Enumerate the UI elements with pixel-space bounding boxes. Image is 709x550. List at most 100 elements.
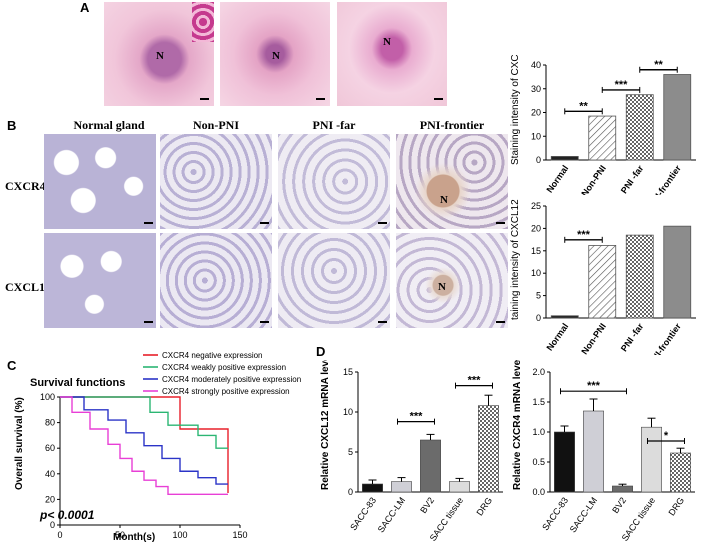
- survival-curve: [60, 396, 228, 495]
- ihc-cxcr4-normal: [44, 134, 156, 229]
- bar-chart-cxcl12-mrna: Relative CXCL12 mRNA level 0 5 10 15 SACC-83…: [320, 360, 503, 543]
- y-axis-label: Staining intensity of CXCR4: [510, 55, 521, 165]
- he-micrograph-1: N: [104, 2, 214, 106]
- y-tick-label: 5: [348, 447, 353, 457]
- y-tick-label: 20: [531, 108, 541, 118]
- panel-label-d: D: [316, 344, 326, 359]
- x-tick-label: SACC-83: [348, 495, 378, 532]
- legend-label: CXCR4 negative expression: [162, 351, 263, 360]
- column-header-pni-far: PNI -far: [312, 118, 356, 132]
- he-micrograph-2: N: [220, 2, 330, 106]
- x-axis-label: Month(s): [113, 532, 155, 543]
- panel-label-c: C: [7, 358, 17, 373]
- nerve-label: N: [272, 50, 280, 62]
- legend-label: CXCR4 strongly positive expression: [162, 387, 290, 396]
- bar: [420, 439, 441, 493]
- x-tick-label: DRG: [666, 495, 686, 517]
- y-tick-label: 0.5: [532, 457, 545, 467]
- x-tick-label: 100: [172, 530, 187, 540]
- y-tick-label: 5: [536, 291, 541, 301]
- x-tick-label: Non-PNI: [579, 163, 608, 195]
- y-tick-label: 1.5: [532, 397, 545, 407]
- y-tick-label: 15: [343, 367, 353, 377]
- x-tick-label: DRG: [474, 495, 494, 517]
- x-tick-label: PNI-frontier: [646, 321, 683, 355]
- x-tick-label: Normal: [544, 163, 570, 194]
- x-tick-label: Normal: [544, 321, 570, 352]
- y-tick-label: 0.0: [532, 487, 545, 497]
- y-tick-label: 100: [40, 392, 55, 402]
- panel-label-b: B: [7, 118, 17, 133]
- y-tick-label: 80: [45, 418, 55, 428]
- x-tick-label: PNI -far: [619, 321, 646, 353]
- bar: [625, 234, 654, 319]
- row-label-cxcl12: CXCL12: [5, 280, 52, 294]
- y-axis-label: taining intensity of CXCL12: [510, 199, 521, 320]
- y-axis-label: Relative CXCR4 mRNA level: [512, 360, 523, 490]
- ihc-cxcr4-non-pni: [160, 134, 272, 229]
- y-tick-label: 0: [536, 313, 541, 323]
- bar: [588, 245, 617, 319]
- ihc-cxcl12-pni-frontier: N: [396, 233, 508, 328]
- bar: [583, 410, 604, 493]
- bar: [449, 481, 470, 493]
- bar: [550, 156, 579, 161]
- y-tick-label: 10: [343, 407, 353, 417]
- x-tick-label: BV2: [610, 495, 628, 515]
- y-tick-label: 10: [531, 131, 541, 141]
- significance-label: **: [579, 100, 588, 112]
- bar-chart-cxcr4: Staining intensity of CXCR4 0 10 20 30 40 Nor…: [510, 55, 696, 195]
- y-tick-label: 0: [50, 520, 55, 530]
- significance-label: **: [654, 59, 663, 71]
- x-tick-label: Non-PNI: [579, 321, 608, 355]
- bar: [588, 115, 617, 161]
- column-header-normal: Normal gland: [73, 118, 145, 132]
- y-tick-label: 40: [531, 60, 541, 70]
- survival-curve: [60, 396, 228, 449]
- he-micrograph-3: N: [337, 2, 447, 106]
- bar: [612, 485, 633, 493]
- ihc-cxcr4-pni-far: [278, 134, 390, 229]
- y-axis-label: Overall survival (%): [14, 397, 25, 490]
- x-tick-label: SACC-83: [540, 495, 570, 532]
- x-tick-label: PNI-frontier: [646, 163, 683, 195]
- significance-label: ***: [410, 411, 424, 423]
- y-tick-label: 20: [531, 223, 541, 233]
- bar-chart-cxcl12: taining intensity of CXCL12 0 5 10 15 20 25 No…: [510, 199, 696, 355]
- bar: [625, 94, 654, 161]
- x-tick-label: PNI -far: [619, 163, 646, 195]
- y-tick-label: 15: [531, 246, 541, 256]
- bar: [550, 315, 579, 319]
- ihc-cxcl12-normal: [44, 233, 156, 328]
- survival-chart: Overall survival (%) Month(s) Survival f…: [14, 351, 301, 543]
- y-tick-label: 2.0: [532, 367, 545, 377]
- significance-label: *: [664, 430, 669, 442]
- y-tick-label: 40: [45, 469, 55, 479]
- panel-label-a: A: [80, 0, 90, 15]
- nerve-label: N: [383, 36, 391, 48]
- y-tick-label: 1.0: [532, 427, 545, 437]
- significance-label: ***: [615, 79, 629, 91]
- significance-label: ***: [587, 380, 601, 392]
- column-header-non-pni: Non-PNI: [192, 118, 239, 132]
- legend-label: CXCR4 weakly positive expression: [162, 363, 286, 372]
- significance-label: ***: [468, 375, 482, 387]
- survival-curve: [60, 396, 228, 485]
- ihc-cxcr4-pni-frontier: N: [396, 134, 508, 229]
- legend-label: CXCR4 moderately positive expression: [162, 375, 301, 384]
- bar: [663, 225, 692, 319]
- x-tick-label: SACC-LM: [376, 495, 407, 534]
- bar: [391, 481, 412, 493]
- y-tick-label: 10: [531, 268, 541, 278]
- row-label-cxcr4: CXCR4: [5, 179, 46, 193]
- nerve-label: N: [440, 194, 448, 206]
- bar: [554, 431, 575, 493]
- column-header-pni-frontier: PNI-frontier: [419, 118, 485, 132]
- y-tick-label: 60: [45, 443, 55, 453]
- y-tick-label: 0: [348, 487, 353, 497]
- y-tick-label: 25: [531, 201, 541, 211]
- bar: [670, 452, 691, 493]
- y-tick-label: 20: [45, 494, 55, 504]
- bar-chart-cxcr4-mrna: Relative CXCR4 mRNA level 0.0 0.5 1.0 1.5 2.…: [512, 360, 695, 543]
- x-tick-label: 150: [232, 530, 247, 540]
